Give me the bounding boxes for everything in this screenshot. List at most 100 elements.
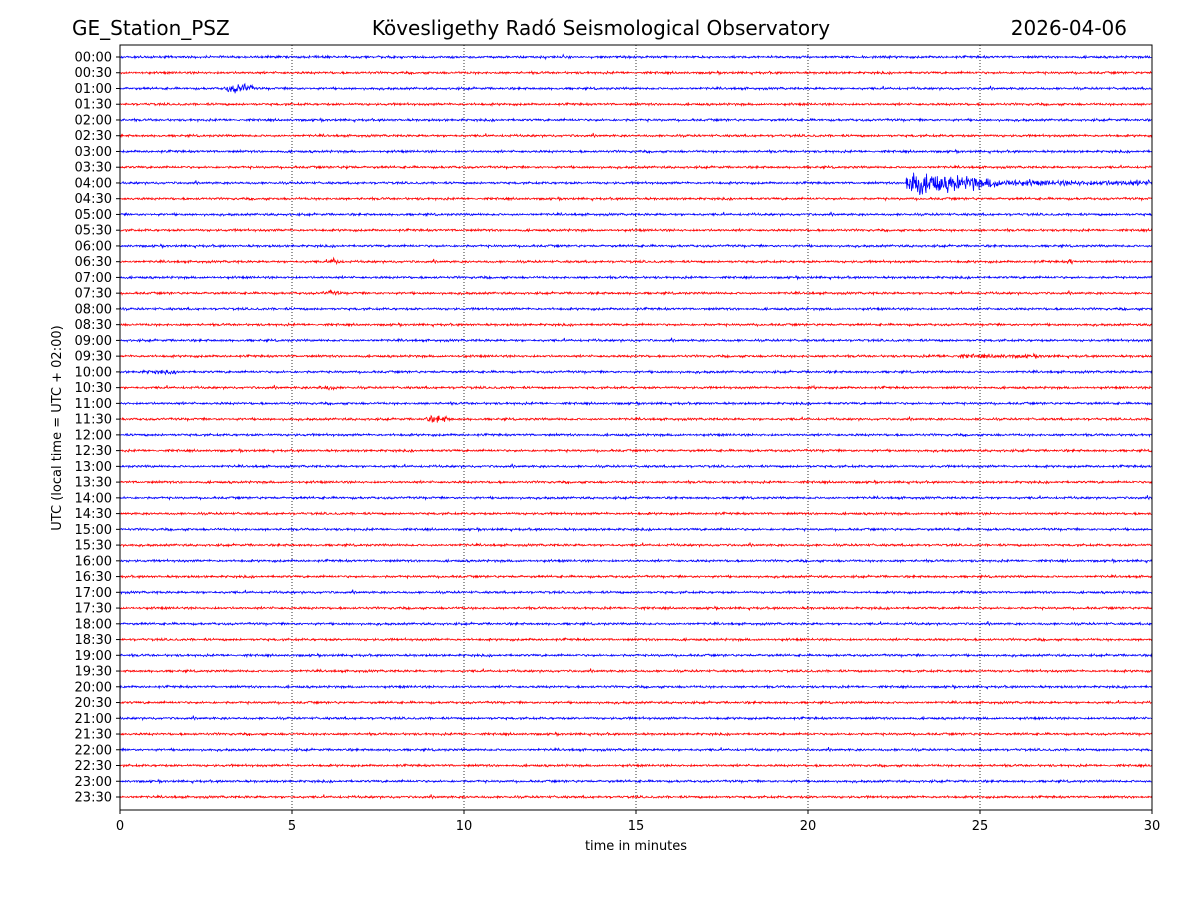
y-tick-label: 14:00: [75, 491, 112, 506]
trace-0300: [119, 148, 1153, 155]
y-tick-label: 09:30: [75, 350, 112, 365]
trace-0930: [119, 352, 1153, 360]
trace-0200: [119, 117, 1152, 124]
y-tick-label: 17:00: [75, 586, 112, 601]
traces: [119, 53, 1153, 800]
x-tick-label: 20: [800, 819, 817, 834]
trace-2000: [119, 684, 1153, 690]
y-tick-label: 06:00: [75, 239, 112, 254]
trace-2230: [119, 762, 1153, 769]
y-tick-label: 09:00: [75, 334, 112, 349]
trace-1330: [119, 479, 1153, 486]
trace-1700: [119, 589, 1153, 596]
y-tick-label: 00:00: [75, 51, 112, 66]
y-tick-label: 06:30: [75, 255, 112, 270]
x-axis-label: time in minutes: [585, 839, 687, 854]
y-tick-label: 15:00: [75, 523, 112, 538]
trace-2130: [119, 731, 1153, 738]
x-axis: 0 5 10 15 20 25 30: [116, 810, 1160, 834]
y-tick-label: 11:30: [75, 413, 112, 428]
trace-1900: [119, 652, 1153, 659]
y-tick-label: 22:30: [75, 759, 112, 774]
y-tick-label: 19:00: [75, 649, 112, 664]
y-tick-label: 05:30: [75, 224, 112, 239]
trace-0230: [119, 132, 1153, 139]
x-tick-label: 15: [628, 819, 645, 834]
y-tick-label: 17:30: [75, 602, 112, 617]
trace-0500: [119, 211, 1153, 218]
y-tick-label: 01:00: [75, 82, 112, 97]
y-tick-label: 20:00: [75, 680, 112, 695]
trace-0830: [119, 321, 1153, 328]
y-tick-label: 00:30: [75, 66, 112, 81]
trace-0000: [119, 53, 1153, 61]
y-tick-label: 12:00: [75, 428, 112, 443]
y-tick-label: 03:30: [75, 161, 112, 176]
trace-2330: [119, 794, 1153, 800]
trace-1230: [119, 447, 1153, 454]
chart-title: Kövesligethy Radó Seismological Observat…: [372, 16, 830, 40]
trace-0900: [119, 337, 1153, 344]
trace-1800: [119, 620, 1153, 627]
grid-lines: [291, 45, 981, 810]
y-axis: 00:0000:3001:0001:3002:0002:3003:0003:30…: [75, 51, 120, 806]
y-tick-label: 02:30: [75, 129, 112, 144]
trace-1830: [119, 636, 1153, 643]
trace-1930: [119, 668, 1153, 674]
y-tick-label: 11:00: [75, 397, 112, 412]
y-tick-label: 13:30: [75, 476, 112, 491]
y-tick-label: 08:30: [75, 318, 112, 333]
y-tick-label: 19:30: [75, 665, 112, 680]
trace-1630: [119, 573, 1153, 580]
trace-2300: [119, 778, 1153, 785]
x-tick-label: 0: [116, 819, 124, 834]
y-tick-label: 04:30: [75, 192, 112, 207]
station-label: GE_Station_PSZ: [72, 16, 230, 40]
trace-1130: [119, 414, 1153, 423]
y-tick-label: 05:00: [75, 208, 112, 223]
y-tick-label: 12:30: [75, 444, 112, 459]
trace-1000: [119, 369, 1153, 376]
trace-0030: [119, 69, 1153, 76]
trace-1530: [119, 542, 1153, 549]
y-tick-label: 18:00: [75, 617, 112, 632]
y-tick-label: 16:30: [75, 570, 112, 585]
x-tick-label: 25: [972, 819, 989, 834]
y-tick-label: 14:30: [75, 507, 112, 522]
trace-1730: [119, 605, 1153, 612]
y-axis-label: UTC (local time = UTC + 02:00): [50, 325, 65, 530]
y-tick-label: 04:00: [75, 176, 112, 191]
trace-1500: [119, 526, 1153, 533]
trace-2200: [119, 746, 1153, 753]
y-tick-label: 01:30: [75, 98, 112, 113]
y-tick-label: 23:30: [75, 791, 112, 806]
y-tick-label: 08:00: [75, 302, 112, 317]
y-tick-label: 07:30: [75, 287, 112, 302]
trace-0630: [119, 256, 1153, 266]
y-tick-label: 20:30: [75, 696, 112, 711]
trace-1400: [119, 494, 1153, 501]
x-tick-label: 5: [288, 819, 296, 834]
trace-0530: [119, 227, 1153, 234]
y-tick-label: 21:30: [75, 728, 112, 743]
y-tick-label: 03:00: [75, 145, 112, 160]
y-tick-label: 07:00: [75, 271, 112, 286]
y-tick-label: 22:00: [75, 743, 112, 758]
y-tick-label: 13:00: [75, 460, 112, 475]
y-tick-label: 10:00: [75, 365, 112, 380]
trace-0330: [120, 164, 1153, 171]
trace-1100: [119, 400, 1152, 407]
date-label: 2026-04-06: [1011, 16, 1127, 40]
trace-1030: [119, 384, 1153, 391]
trace-0730: [120, 289, 1153, 297]
trace-0100: [119, 82, 1153, 94]
x-tick-label: 10: [456, 819, 473, 834]
y-tick-label: 15:30: [75, 539, 112, 554]
trace-0430: [120, 196, 1153, 202]
trace-0800: [119, 306, 1153, 312]
trace-0600: [119, 243, 1153, 250]
y-tick-label: 18:30: [75, 633, 112, 648]
y-tick-label: 02:00: [75, 113, 112, 128]
trace-2030: [119, 699, 1153, 706]
x-tick-label: 30: [1144, 819, 1161, 834]
